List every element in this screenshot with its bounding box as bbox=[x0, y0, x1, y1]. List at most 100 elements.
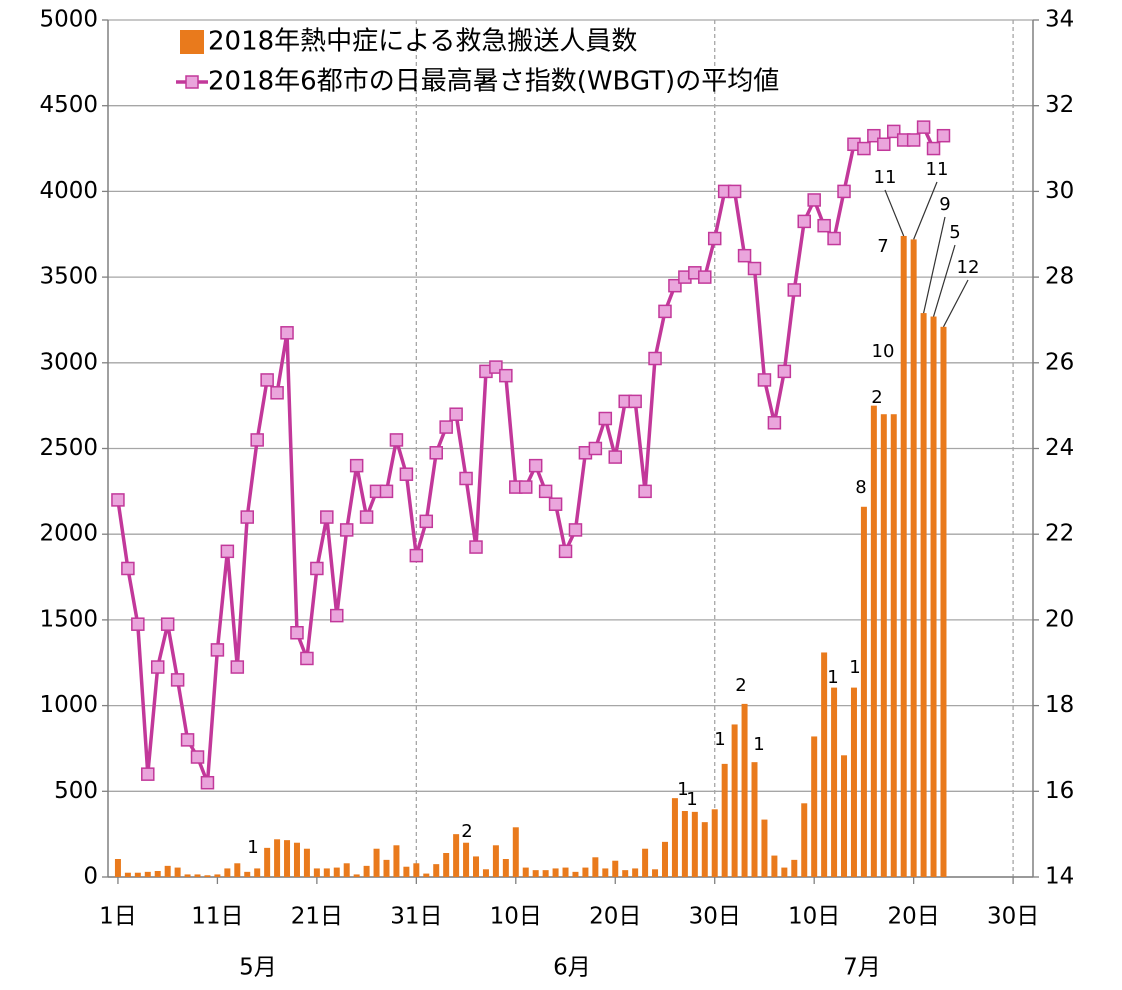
bar bbox=[622, 870, 629, 877]
bar bbox=[552, 868, 559, 877]
marker bbox=[538, 484, 553, 499]
bar bbox=[761, 819, 768, 877]
marker bbox=[727, 184, 742, 199]
marker bbox=[141, 767, 155, 781]
bar bbox=[363, 865, 370, 877]
bar bbox=[482, 869, 489, 877]
marker bbox=[707, 231, 722, 246]
marker bbox=[310, 561, 324, 576]
marker bbox=[270, 386, 284, 400]
y2-tick-label: 32 bbox=[1045, 92, 1074, 118]
marker bbox=[389, 433, 404, 447]
marker bbox=[220, 544, 235, 559]
bar bbox=[413, 863, 420, 877]
bar bbox=[632, 868, 639, 877]
bar bbox=[532, 870, 539, 877]
x-tick-label: 30日 bbox=[987, 904, 1039, 930]
y-tick-label: 2000 bbox=[39, 521, 98, 547]
bar bbox=[353, 874, 360, 877]
legend-label: 2018年熱中症による救急搬送人員数 bbox=[208, 27, 637, 57]
marker bbox=[419, 514, 434, 529]
y-tick-label: 500 bbox=[54, 778, 98, 804]
bar bbox=[821, 652, 828, 877]
marker bbox=[339, 523, 354, 537]
bar bbox=[572, 871, 579, 877]
y-tick-label: 3000 bbox=[39, 349, 98, 375]
bar bbox=[174, 867, 181, 877]
bar bbox=[423, 873, 430, 877]
bar bbox=[164, 865, 171, 877]
marker bbox=[588, 441, 603, 456]
marker bbox=[379, 484, 394, 499]
bar bbox=[542, 870, 549, 877]
bar bbox=[930, 316, 937, 878]
y2-tick-label: 34 bbox=[1045, 7, 1074, 33]
marker bbox=[459, 471, 473, 486]
y2-tick-label: 30 bbox=[1045, 178, 1074, 204]
marker bbox=[787, 283, 802, 297]
marker bbox=[121, 561, 135, 576]
bar bbox=[124, 872, 131, 877]
bar bbox=[582, 867, 589, 877]
annotation: 12 bbox=[957, 257, 980, 278]
marker bbox=[767, 416, 782, 430]
bar bbox=[194, 874, 201, 877]
y-tick-label: 1000 bbox=[39, 692, 98, 718]
marker bbox=[300, 651, 314, 666]
bar bbox=[612, 860, 619, 877]
marker bbox=[827, 231, 841, 246]
marker bbox=[807, 193, 821, 207]
bar bbox=[522, 867, 529, 877]
bar bbox=[473, 856, 480, 877]
annotation: 7 bbox=[877, 236, 888, 257]
bar bbox=[373, 848, 380, 877]
annotation: 11 bbox=[926, 159, 949, 180]
bar bbox=[254, 868, 261, 877]
y2-tick-label: 22 bbox=[1045, 521, 1074, 547]
annotation: 11 bbox=[874, 167, 897, 188]
marker bbox=[330, 608, 344, 623]
bar bbox=[841, 755, 848, 877]
bar bbox=[433, 864, 440, 877]
marker bbox=[260, 373, 274, 387]
leader-line bbox=[932, 244, 956, 317]
legend-swatch bbox=[180, 30, 204, 54]
annotation: 1 bbox=[714, 729, 725, 750]
x-tick-label: 20日 bbox=[589, 904, 641, 930]
marker bbox=[628, 394, 642, 409]
bar bbox=[890, 414, 897, 877]
bar bbox=[234, 863, 241, 877]
marker bbox=[240, 510, 254, 524]
marker bbox=[887, 124, 901, 139]
legend-label: 2018年6都市の日最高暑さ指数(WBGT)の平均値 bbox=[208, 67, 779, 97]
bar bbox=[661, 841, 668, 877]
y-tick-label: 1500 bbox=[39, 606, 98, 632]
marker bbox=[518, 480, 533, 494]
bar bbox=[184, 874, 191, 877]
bar bbox=[383, 859, 390, 877]
leader-line bbox=[913, 181, 938, 240]
month-label: 7月 bbox=[843, 955, 881, 981]
bar bbox=[801, 803, 808, 877]
annotation: 2 bbox=[461, 821, 472, 842]
bar bbox=[562, 867, 569, 877]
marker bbox=[777, 364, 792, 379]
leader-line bbox=[923, 216, 946, 314]
marker bbox=[489, 360, 503, 374]
bar bbox=[134, 872, 141, 877]
y2-tick-label: 20 bbox=[1045, 606, 1074, 632]
marker bbox=[499, 368, 513, 383]
x-tick-label: 10日 bbox=[788, 904, 840, 930]
bar bbox=[393, 845, 400, 877]
marker bbox=[638, 484, 652, 499]
marker bbox=[280, 326, 294, 340]
annotation: 8 bbox=[855, 477, 866, 498]
marker bbox=[906, 133, 921, 147]
marker bbox=[558, 544, 573, 559]
marker bbox=[111, 493, 125, 507]
month-label: 6月 bbox=[553, 955, 591, 981]
y-tick-label: 4000 bbox=[39, 178, 98, 204]
x-tick-label: 30日 bbox=[689, 904, 741, 930]
leader-line bbox=[942, 279, 969, 328]
annotation: 1 bbox=[677, 779, 688, 800]
